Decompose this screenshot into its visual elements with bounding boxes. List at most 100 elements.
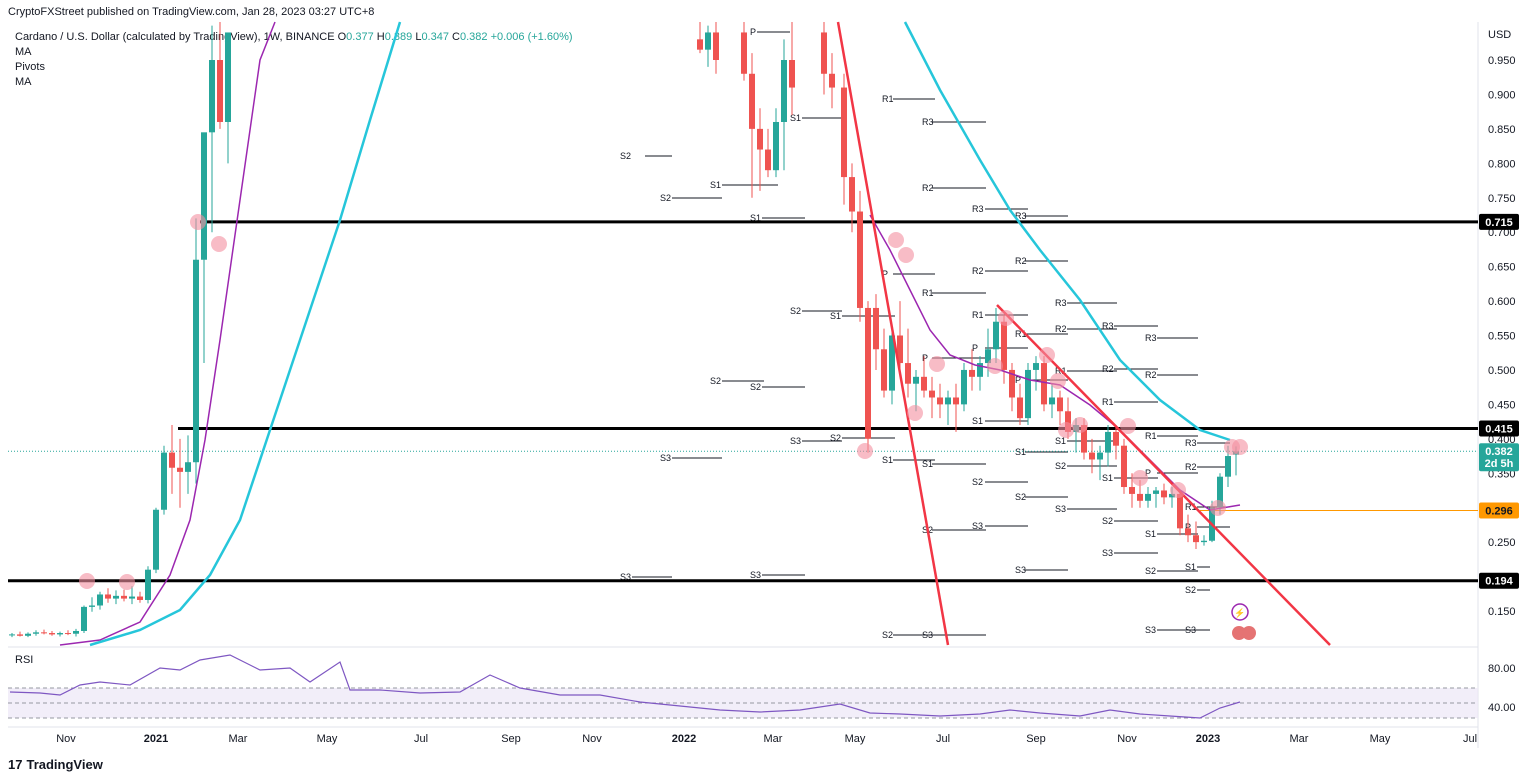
- highlight-circle-17: [1170, 482, 1186, 498]
- indicator-ma-1[interactable]: MA: [15, 46, 32, 58]
- candle-body-70: [1081, 425, 1087, 453]
- candle-body-33: [757, 128, 763, 150]
- last-price-tag: 0.382: [1485, 446, 1513, 458]
- tradingview-footer[interactable]: 17 TradingView: [8, 757, 103, 772]
- support-tag: 0.296: [1485, 505, 1513, 517]
- x-tick-13: 2023: [1196, 733, 1220, 745]
- highlight-circle-4: [857, 443, 873, 459]
- pivot-label-47: S2: [1015, 492, 1026, 502]
- candle-body-68: [1065, 411, 1071, 432]
- candle-body-61: [1009, 369, 1015, 398]
- ma-slow-line-left: [89, 21, 402, 647]
- pivot-label-11: P: [882, 269, 888, 279]
- candle-body-27: [225, 32, 231, 122]
- legend-low-label: L: [415, 31, 422, 43]
- candle-body-1: [17, 634, 23, 636]
- trend-line-steep: [836, 21, 950, 646]
- pivot-label-55: S3: [1102, 548, 1113, 558]
- candle-body-37: [789, 60, 795, 88]
- trend-line-diagonal: [996, 304, 1331, 646]
- highlight-circle-12: [1050, 373, 1066, 389]
- candle-body-22: [185, 462, 191, 472]
- candle-body-79: [1153, 490, 1159, 494]
- price-axis[interactable]: USD 0.950 0.900 0.850 0.800 0.750 0.700 0.650 0.…: [1488, 29, 1516, 618]
- pivot-label-16: R3: [1102, 321, 1114, 331]
- candle-body-45: [881, 349, 887, 391]
- y-tick-4: 0.750: [1488, 193, 1516, 205]
- candle-body-81: [1169, 493, 1175, 498]
- pivot-label-33: R1: [1145, 431, 1157, 441]
- pivot-label-23: P: [922, 353, 928, 363]
- candle-body-42: [857, 211, 863, 308]
- legend-close: 0.382: [459, 31, 488, 43]
- x-tick-0: Nov: [56, 733, 76, 745]
- pivot-label-58: S1: [1185, 562, 1196, 572]
- pivot-label-34: S3: [790, 436, 801, 446]
- candle-body-31: [741, 32, 747, 74]
- highlight-circle-13: [1058, 422, 1074, 438]
- y-tick-8: 0.550: [1488, 331, 1516, 343]
- pivot-label-59: S3: [620, 572, 631, 582]
- candle-body-41: [849, 177, 855, 212]
- candle-body-28: [697, 39, 703, 50]
- candle-body-77: [1137, 493, 1143, 501]
- pivot-label-25: R2: [1102, 364, 1114, 374]
- pivot-label-5: S1: [790, 113, 801, 123]
- y-tick-11: 0.400: [1488, 434, 1516, 446]
- candle-body-21: [177, 467, 183, 472]
- candle-body-3: [33, 632, 39, 634]
- highlight-circle-7: [907, 405, 923, 421]
- highlight-circle-3: [211, 236, 227, 252]
- candle-body-57: [977, 363, 983, 377]
- candle-body-20: [169, 452, 175, 468]
- pivot-label-52: S3: [972, 521, 983, 531]
- pivot-label-30: P: [1015, 375, 1021, 385]
- legend-open: 0.377: [346, 31, 374, 43]
- candle-body-15: [129, 596, 135, 599]
- y-tick-16: 0.150: [1488, 606, 1516, 618]
- candle-body-48: [905, 363, 911, 384]
- candles: [9, 22, 1239, 638]
- candle-body-5: [49, 633, 55, 635]
- y-tick-2: 0.850: [1488, 124, 1516, 136]
- countdown-tag: 2d 5h: [1485, 458, 1514, 470]
- x-tick-2: Mar: [229, 733, 248, 745]
- published-header: CryptoFXStreet published on TradingView.…: [8, 6, 375, 18]
- pivot-label-60: S3: [750, 570, 761, 580]
- candle-body-55: [961, 369, 967, 405]
- highlight-circle-6: [898, 247, 914, 263]
- candle-body-26: [217, 60, 223, 122]
- y-tick-5: 0.700: [1488, 227, 1516, 239]
- x-tick-3: May: [317, 733, 338, 745]
- candle-body-17: [145, 569, 151, 600]
- candle-body-39: [829, 73, 835, 88]
- candle-body-60: [1001, 321, 1007, 370]
- legend-symbol[interactable]: Cardano / U.S. Dollar (calculated by Tra…: [15, 31, 335, 43]
- pivot-label-35: S2: [830, 433, 841, 443]
- support-tag-bg: [1479, 502, 1519, 519]
- candle-body-49: [913, 376, 919, 384]
- level-tag-2: 0.194: [1485, 576, 1513, 588]
- pivot-lines: S2 S2 S1 S1 P S1 R1 R3 R2 R3 R3 P R1 R2 R2 R3 R3 R3 S2 S1 R1…: [620, 27, 1230, 640]
- pivot-label-45: P: [1145, 468, 1151, 478]
- indicator-pivots[interactable]: Pivots: [15, 61, 45, 73]
- pivot-label-26: R2: [1145, 370, 1157, 380]
- legend-symbol-row: Cardano / U.S. Dollar (calculated by Tra…: [15, 30, 573, 45]
- pivot-label-48: R1: [1185, 502, 1197, 512]
- highlight-circle-10: [998, 310, 1014, 326]
- candle-body-82: [1177, 493, 1183, 529]
- legend-open-label: O: [337, 31, 347, 43]
- indicator-ma-2[interactable]: MA: [15, 76, 32, 88]
- highlight-circle-16: [1132, 470, 1148, 486]
- chart-legend: Cardano / U.S. Dollar (calculated by Tra…: [15, 30, 573, 90]
- level-tag-1: 0.415: [1485, 423, 1513, 435]
- time-axis[interactable]: Nov 2021 Mar May Jul Sep Nov 2022 Mar May Jul Sep No…: [56, 733, 1477, 745]
- candle-body-78: [1145, 493, 1151, 501]
- x-tick-15: May: [1370, 733, 1391, 745]
- candle-body-52: [937, 397, 943, 405]
- candle-body-11: [97, 594, 103, 606]
- candle-body-58: [985, 349, 991, 364]
- highlight-circle-2: [190, 214, 206, 230]
